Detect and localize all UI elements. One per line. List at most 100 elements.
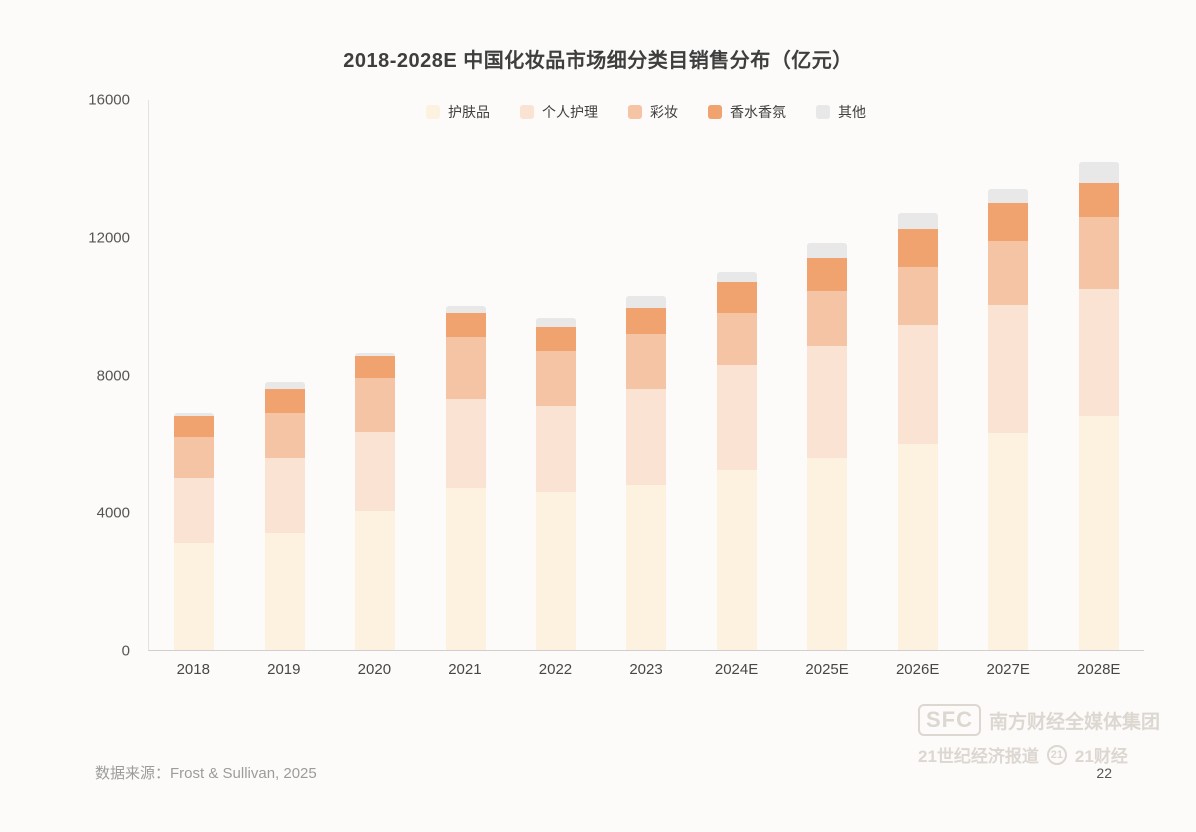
bar-segment-护肤品 [807, 457, 848, 650]
watermark-group-name: 南方财经全媒体集团 [988, 711, 1160, 733]
x-axis-label: 2022 [538, 661, 573, 678]
bar-segment-彩妆 [264, 412, 305, 458]
bar-segment-香水香氛 [897, 228, 938, 267]
bar-segment-护肤品 [445, 488, 486, 650]
bar-segment-彩妆 [897, 266, 938, 326]
bar-segment-香水香氛 [264, 388, 305, 413]
stacked-bar [626, 100, 667, 650]
watermark-brand-name: 21财经 [1074, 747, 1128, 766]
bar-segment-护肤品 [174, 543, 215, 650]
stacked-bar-chart: 0 4000 8000 12000 16000 护肤品 个人护理 彩妆 香水香氛 其他 2018… [82, 92, 1144, 678]
watermark-line-2: 21世纪经济报道 21 21财经 [918, 742, 1160, 767]
bar-segment-香水香氛 [807, 258, 848, 291]
legend-label: 护肤品 [448, 104, 490, 120]
bar-segment-香水香氛 [988, 203, 1029, 241]
bar-group-2020 [330, 100, 420, 650]
x-axis-label: 2021 [448, 661, 482, 678]
bar-segment-其他 [264, 381, 305, 389]
watermark: SFC 南方财经全媒体集团 21世纪经济报道 21 21财经 [917, 704, 1160, 767]
x-axis-label: 2018 [176, 661, 210, 678]
legend-swatch [816, 105, 830, 119]
bar-group-2022 [511, 100, 601, 650]
bar-segment-个人护理 [536, 405, 577, 492]
legend-item-5: 其他 [816, 102, 866, 122]
legend-label: 彩妆 [650, 104, 678, 120]
bar-segment-其他 [174, 412, 215, 417]
y-axis-tick: 4000 [96, 504, 130, 522]
sfc-logo: SFC [917, 704, 981, 736]
bar-segment-彩妆 [988, 240, 1029, 305]
bar-segment-其他 [1078, 161, 1119, 183]
bar-segment-护肤品 [988, 433, 1029, 650]
x-axis-label: 2026E [895, 661, 940, 678]
legend-swatch [426, 105, 440, 119]
legend-swatch [708, 105, 722, 119]
bar-segment-护肤品 [355, 510, 396, 650]
bar-segment-个人护理 [716, 364, 757, 470]
21-badge-icon: 21 [1046, 744, 1067, 765]
bar-segment-彩妆 [626, 333, 667, 389]
x-axis-label: 2025E [805, 661, 849, 678]
bar-group-2024E [692, 100, 782, 650]
bar-segment-个人护理 [264, 457, 305, 534]
bar-segment-护肤品 [264, 533, 305, 650]
stacked-bar [445, 100, 486, 650]
x-axis-label: 2027E [986, 661, 1030, 678]
legend-item-1: 护肤品 [426, 102, 490, 122]
legend-label: 其他 [838, 104, 866, 120]
bar-segment-香水香氛 [1078, 182, 1119, 217]
y-axis: 0 4000 8000 12000 16000 [82, 92, 140, 660]
bar-segment-个人护理 [445, 399, 486, 489]
y-axis-tick: 8000 [96, 367, 130, 384]
y-axis-tick: 12000 [88, 229, 130, 247]
bar-group-2028E [1054, 100, 1144, 650]
bar-segment-个人护理 [1078, 289, 1119, 417]
x-axis-label: 2019 [267, 661, 301, 678]
bar-segment-香水香氛 [626, 307, 667, 334]
bar-group-2026E [873, 100, 963, 650]
stacked-bar [988, 100, 1029, 650]
stacked-bar [174, 100, 215, 650]
bar-segment-其他 [988, 189, 1029, 204]
stacked-bar [355, 100, 396, 650]
bar-segment-香水香氛 [445, 313, 486, 338]
bar-segment-彩妆 [445, 337, 486, 400]
bar-segment-其他 [897, 213, 938, 229]
bar-segment-其他 [626, 295, 667, 308]
stacked-bar [807, 100, 848, 650]
chart-legend: 护肤品 个人护理 彩妆 香水香氛 其他 [148, 102, 1144, 122]
stacked-bar [897, 100, 938, 650]
data-source-note: 数据来源：Frost & Sullivan, 2025 [95, 765, 317, 782]
bar-segment-个人护理 [355, 431, 396, 511]
stacked-bar [536, 100, 577, 650]
bar-group-2018 [149, 100, 239, 650]
bar-segment-个人护理 [174, 478, 215, 544]
bar-segment-护肤品 [626, 485, 667, 650]
stacked-bar [264, 100, 305, 650]
bar-segment-其他 [716, 271, 757, 283]
plot-area [148, 100, 1144, 651]
bar-segment-其他 [355, 352, 396, 357]
bar-group-2023 [601, 100, 691, 650]
y-axis-tick: 16000 [88, 91, 130, 109]
bar-group-2027E [963, 100, 1053, 650]
x-axis-label: 2020 [357, 661, 392, 678]
bar-group-2019 [239, 100, 329, 650]
bar-segment-其他 [536, 318, 577, 327]
bar-segment-护肤品 [536, 491, 577, 650]
page-number: 22 [1096, 765, 1112, 781]
x-axis-label: 2023 [629, 661, 663, 678]
bar-segment-个人护理 [897, 325, 938, 444]
bar-group-2025E [782, 100, 872, 650]
watermark-paper-name: 21世纪经济报道 [917, 747, 1039, 766]
bar-segment-其他 [807, 242, 848, 259]
bar-segment-香水香氛 [174, 416, 215, 437]
bar-segment-个人护理 [626, 388, 667, 485]
x-axis-label: 2028E [1077, 661, 1121, 678]
legend-item-3: 彩妆 [628, 102, 678, 122]
bar-segment-护肤品 [897, 443, 938, 650]
bar-segment-彩妆 [1078, 216, 1119, 290]
bar-segment-个人护理 [807, 345, 848, 458]
x-axis-label: 2024E [714, 661, 759, 678]
